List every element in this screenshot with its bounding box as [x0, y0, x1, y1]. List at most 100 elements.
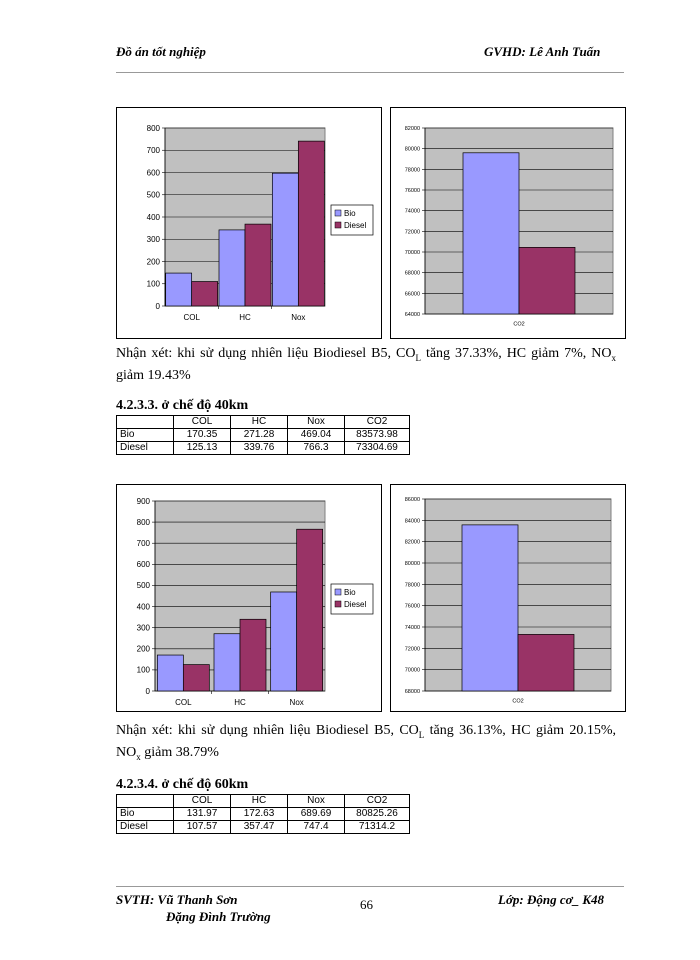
y-tick-label: 300	[137, 623, 151, 632]
table-row-label: Bio	[116, 807, 174, 821]
page-number: 66	[360, 897, 373, 912]
table-cell: 131.97	[173, 807, 231, 821]
y-tick-label: 74000	[405, 625, 420, 631]
bar-diesel-nox	[297, 140, 325, 307]
table-header-cell	[116, 794, 174, 808]
x-tick-label: COL	[183, 313, 200, 322]
y-tick-label: 64000	[405, 312, 420, 318]
y-tick-label: 200	[137, 645, 151, 654]
table-header-cell	[116, 415, 174, 429]
x-tick-label: HC	[239, 313, 251, 322]
remark-1-text-b: tăng 37.33%, HC giảm 7%, NO	[420, 346, 612, 361]
table-cell: 80825.26	[344, 807, 410, 821]
footer-svth-name2: Đặng Đình Trường	[166, 909, 271, 924]
data-table-40km: COL HC Nox CO2 Bio 170.35 271.28 469.04 …	[116, 415, 410, 455]
y-tick-label: 800	[147, 124, 161, 133]
table-cell: 125.13	[173, 441, 231, 455]
y-tick-label: 300	[147, 235, 161, 244]
y-tick-label: 78000	[405, 582, 420, 588]
y-tick-label: 86000	[405, 497, 420, 503]
y-tick-label: 66000	[405, 291, 420, 297]
header-rule	[116, 72, 624, 73]
table-row: Diesel 125.13 339.76 766.3 73304.69	[116, 441, 410, 455]
bar-bio-co2	[462, 152, 520, 315]
table-row: Bio 131.97 172.63 689.69 80825.26	[116, 807, 410, 821]
table-header-cell: Nox	[287, 794, 345, 808]
y-tick-label: 78000	[405, 167, 420, 173]
y-tick-label: 400	[147, 213, 161, 222]
y-tick-label: 600	[147, 168, 161, 177]
bar-bio-nox	[271, 172, 299, 307]
table-header-cell: COL	[173, 415, 231, 429]
chart-pollutants-1: 0 100 200 300 400 500 600 700 800 COL HC Nox Bio Dies…	[147, 124, 374, 322]
table-cell: 339.76	[230, 441, 288, 455]
y-tick-label: 68000	[405, 271, 420, 277]
legend-label-diesel: Diesel	[344, 221, 366, 230]
chart-box-4: 68000 70000 72000 74000 76000 78000 80000 82000…	[390, 484, 626, 712]
y-tick-label: 400	[137, 602, 151, 611]
bar-diesel-col	[182, 664, 210, 692]
y-tick-label: 74000	[405, 209, 420, 215]
table-cell: 689.69	[287, 807, 345, 821]
y-tick-label: 76000	[405, 604, 420, 610]
table-cell: 71314.2	[344, 820, 410, 834]
x-tick-label: Nox	[291, 313, 305, 322]
chart-box-3: 0 100 200 300 400 500 600 700 800 900 COL HC Nox Bio D…	[116, 484, 382, 712]
remark-2-text-b: tăng 36.13%, HC giảm 20.15%, NO	[116, 723, 616, 760]
remark-2-text-c: giảm 38.79%	[140, 744, 219, 760]
footer-svth: SVTH: Vũ Thanh Sơn	[116, 892, 238, 907]
bar-bio-nox	[270, 591, 298, 692]
y-tick-label: 500	[147, 191, 161, 200]
remark-2-text-a: Nhận xét: khi sử dụng nhiên liệu Biodies…	[116, 723, 419, 738]
legend-label-bio: Bio	[344, 209, 356, 218]
table-row: Diesel 107.57 357.47 747.4 71314.2	[116, 820, 410, 834]
y-tick-label: 68000	[405, 689, 420, 695]
x-tick-label: CO2	[512, 699, 523, 705]
chart-box-2: 64000 66000 68000 70000 72000 74000 76000 78000…	[390, 107, 626, 339]
y-tick-label: 100	[147, 280, 161, 289]
table-header-cell: CO2	[344, 415, 410, 429]
legend-label-diesel: Diesel	[344, 600, 366, 609]
bar-bio-col	[165, 272, 193, 307]
table-row-label: Diesel	[116, 441, 174, 455]
table-header-row: COL HC Nox CO2	[116, 794, 410, 808]
remark-2: Nhận xét: khi sử dụng nhiên liệu Biodies…	[116, 722, 616, 766]
table-row-label: Bio	[116, 428, 174, 442]
bar-bio-col	[156, 654, 184, 692]
header-left: Đồ án tốt nghiệp	[116, 44, 206, 59]
bar-diesel-co2	[518, 247, 576, 315]
footer-rule	[116, 886, 624, 887]
table-header-cell: COL	[173, 794, 231, 808]
bar-diesel-co2	[517, 634, 575, 692]
table-header-cell: HC	[230, 415, 288, 429]
section-title-40km: 4.2.3.3. ở chế độ 40km	[116, 398, 249, 413]
y-tick-label: 80000	[405, 561, 420, 567]
y-tick-label: 84000	[405, 518, 420, 524]
remark-1-sub-a: L	[415, 352, 421, 363]
table-header-cell: CO2	[344, 794, 410, 808]
y-tick-label: 900	[137, 497, 151, 506]
y-tick-label: 100	[137, 666, 151, 675]
chart-co2-1: 64000 66000 68000 70000 72000 74000 76000 78000…	[405, 126, 614, 328]
y-tick-label: 200	[147, 257, 161, 266]
y-tick-label: 80000	[405, 147, 420, 153]
x-tick-label: Nox	[290, 698, 304, 707]
chart-co2-40km: 68000 70000 72000 74000 76000 78000 80000 82000…	[405, 497, 612, 705]
remark-1-text-a: Nhận xét: khi sử dụng nhiên liệu Biodies…	[116, 346, 416, 361]
table-cell: 172.63	[230, 807, 288, 821]
legend-swatch-diesel	[334, 221, 342, 229]
table-header-cell: Nox	[287, 415, 345, 429]
x-tick-label: HC	[234, 698, 246, 707]
footer-class: Lớp: Động cơ_ K48	[498, 892, 605, 907]
y-tick-label: 800	[137, 518, 151, 527]
table-cell: 357.47	[230, 820, 288, 834]
remark-1: Nhận xét: khi sử dụng nhiên liệu Biodies…	[116, 345, 616, 384]
table-row-label: Diesel	[116, 820, 174, 834]
y-tick-label: 700	[147, 146, 161, 155]
y-tick-label: 500	[137, 581, 151, 590]
remark-1-text-c: giảm 19.43%	[116, 367, 191, 383]
y-tick-label: 700	[137, 539, 151, 548]
data-table-60km: COL HC Nox CO2 Bio 131.97 172.63 689.69 …	[116, 794, 410, 834]
y-tick-label: 72000	[405, 646, 420, 652]
y-tick-label: 72000	[405, 229, 420, 235]
